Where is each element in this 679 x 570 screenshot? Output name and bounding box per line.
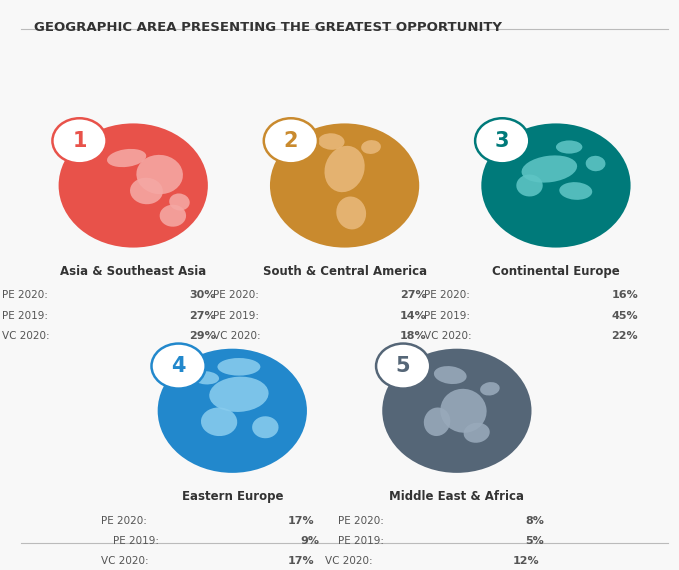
- Text: PE 2019:: PE 2019:: [113, 536, 162, 546]
- Circle shape: [58, 123, 208, 247]
- Ellipse shape: [361, 140, 381, 154]
- Ellipse shape: [160, 205, 186, 227]
- Circle shape: [481, 123, 631, 247]
- Text: PE 2020:: PE 2020:: [424, 291, 473, 300]
- Ellipse shape: [136, 155, 183, 194]
- Text: 18%: 18%: [400, 331, 427, 341]
- Text: South & Central America: South & Central America: [263, 265, 426, 278]
- Text: VC 2020:: VC 2020:: [424, 331, 475, 341]
- Ellipse shape: [252, 416, 278, 438]
- Circle shape: [158, 349, 307, 473]
- Ellipse shape: [556, 140, 583, 154]
- Circle shape: [382, 349, 532, 473]
- Text: 22%: 22%: [612, 331, 638, 341]
- Ellipse shape: [424, 408, 450, 436]
- Text: 8%: 8%: [525, 516, 544, 526]
- Text: 5: 5: [396, 356, 410, 376]
- Text: VC 2020:: VC 2020:: [100, 556, 151, 567]
- Circle shape: [263, 118, 318, 164]
- Text: GEOGRAPHIC AREA PRESENTING THE GREATEST OPPORTUNITY: GEOGRAPHIC AREA PRESENTING THE GREATEST …: [34, 21, 502, 34]
- Ellipse shape: [193, 371, 219, 384]
- Ellipse shape: [586, 156, 606, 171]
- Text: 1: 1: [72, 131, 87, 151]
- Text: 9%: 9%: [301, 536, 320, 546]
- Ellipse shape: [464, 423, 490, 443]
- Ellipse shape: [217, 358, 260, 376]
- Text: PE 2019:: PE 2019:: [1, 311, 51, 321]
- Ellipse shape: [336, 197, 366, 229]
- Text: VC 2020:: VC 2020:: [325, 556, 376, 567]
- Text: 17%: 17%: [288, 516, 314, 526]
- Ellipse shape: [434, 366, 466, 384]
- Text: 30%: 30%: [189, 291, 215, 300]
- Text: 27%: 27%: [400, 291, 427, 300]
- Ellipse shape: [516, 174, 543, 197]
- Text: PE 2019:: PE 2019:: [213, 311, 262, 321]
- Ellipse shape: [480, 382, 500, 396]
- Ellipse shape: [521, 156, 577, 182]
- Text: 2: 2: [284, 131, 298, 151]
- Text: Middle East & Africa: Middle East & Africa: [389, 490, 524, 503]
- Text: PE 2020:: PE 2020:: [1, 291, 51, 300]
- Ellipse shape: [169, 193, 189, 210]
- Ellipse shape: [559, 182, 592, 200]
- Ellipse shape: [107, 149, 146, 167]
- Circle shape: [376, 344, 430, 389]
- Text: 29%: 29%: [189, 331, 215, 341]
- Text: 17%: 17%: [288, 556, 314, 567]
- Text: Continental Europe: Continental Europe: [492, 265, 620, 278]
- Text: 5%: 5%: [525, 536, 544, 546]
- Ellipse shape: [201, 408, 237, 436]
- Text: VC 2020:: VC 2020:: [1, 331, 52, 341]
- Text: Asia & Southeast Asia: Asia & Southeast Asia: [60, 265, 206, 278]
- Text: 12%: 12%: [513, 556, 539, 567]
- Text: PE 2020:: PE 2020:: [338, 516, 387, 526]
- Text: VC 2020:: VC 2020:: [213, 331, 264, 341]
- Circle shape: [151, 344, 206, 389]
- Text: 27%: 27%: [189, 311, 215, 321]
- Ellipse shape: [209, 377, 269, 412]
- Text: PE 2020:: PE 2020:: [100, 516, 150, 526]
- Ellipse shape: [325, 146, 365, 192]
- Text: 4: 4: [171, 356, 186, 376]
- Circle shape: [270, 123, 419, 247]
- Text: 14%: 14%: [400, 311, 427, 321]
- Circle shape: [475, 118, 530, 164]
- Circle shape: [52, 118, 107, 164]
- Text: PE 2019:: PE 2019:: [424, 311, 473, 321]
- Text: 3: 3: [495, 131, 509, 151]
- Text: PE 2019:: PE 2019:: [338, 536, 387, 546]
- Text: 45%: 45%: [612, 311, 638, 321]
- Ellipse shape: [130, 178, 163, 204]
- Text: Eastern Europe: Eastern Europe: [181, 490, 283, 503]
- Text: PE 2020:: PE 2020:: [213, 291, 262, 300]
- Ellipse shape: [441, 389, 487, 433]
- Text: 16%: 16%: [612, 291, 638, 300]
- Ellipse shape: [318, 133, 344, 150]
